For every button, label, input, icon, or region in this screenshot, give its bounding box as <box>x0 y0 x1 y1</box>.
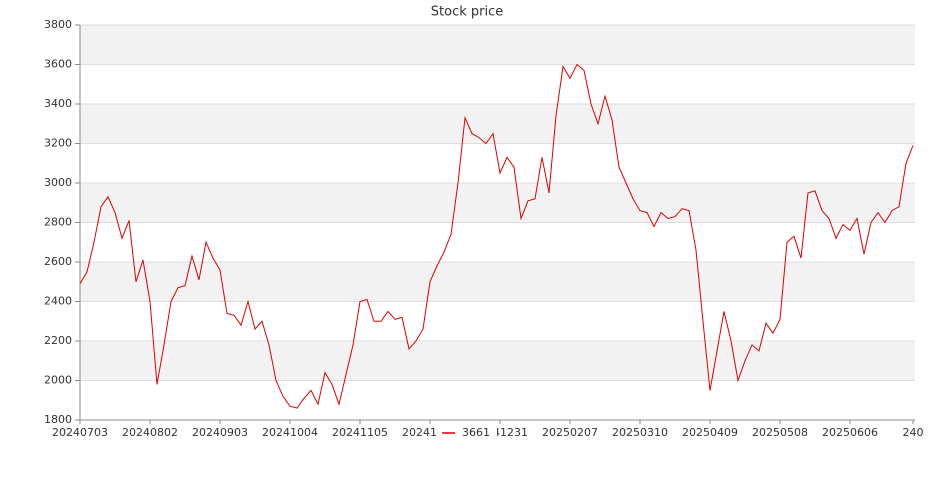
x-tick-label: 20250409 <box>682 426 738 439</box>
grid-band <box>80 262 915 302</box>
x-tick-label: 20250606 <box>822 426 878 439</box>
grid-band <box>80 104 915 144</box>
y-tick-label: 2200 <box>44 334 72 347</box>
x-tick-label: 240 <box>903 426 924 439</box>
legend-label: 3661 <box>462 426 490 439</box>
y-tick-label: 1800 <box>44 413 72 426</box>
x-tick-label: 20250508 <box>752 426 808 439</box>
grid-band <box>80 25 915 65</box>
x-tick-label: 20250310 <box>612 426 668 439</box>
x-tick-label: 20241004 <box>262 426 318 439</box>
y-tick-label: 3600 <box>44 58 72 71</box>
x-tick-label: 20240802 <box>122 426 178 439</box>
y-tick-label: 2800 <box>44 216 72 229</box>
y-tick-label: 3400 <box>44 97 72 110</box>
x-tick-label: 20250207 <box>542 426 598 439</box>
x-tick-label: 20241105 <box>332 426 388 439</box>
price-line <box>79 63 914 409</box>
y-tick-label: 2600 <box>44 255 72 268</box>
y-tick-label: 3000 <box>44 176 72 189</box>
y-tick-label: 3800 <box>44 18 72 31</box>
legend: 3661 <box>437 424 497 442</box>
y-tick-label: 3200 <box>44 137 72 150</box>
legend-bg <box>437 424 497 442</box>
x-tick-label: 20240703 <box>52 426 108 439</box>
y-tick-label: 2000 <box>44 374 72 387</box>
chart-title: Stock price <box>431 5 503 20</box>
x-tick-label: 20240903 <box>192 426 248 439</box>
grid-band <box>80 341 915 381</box>
grid-band <box>80 183 915 223</box>
y-tick-label: 2400 <box>44 295 72 308</box>
